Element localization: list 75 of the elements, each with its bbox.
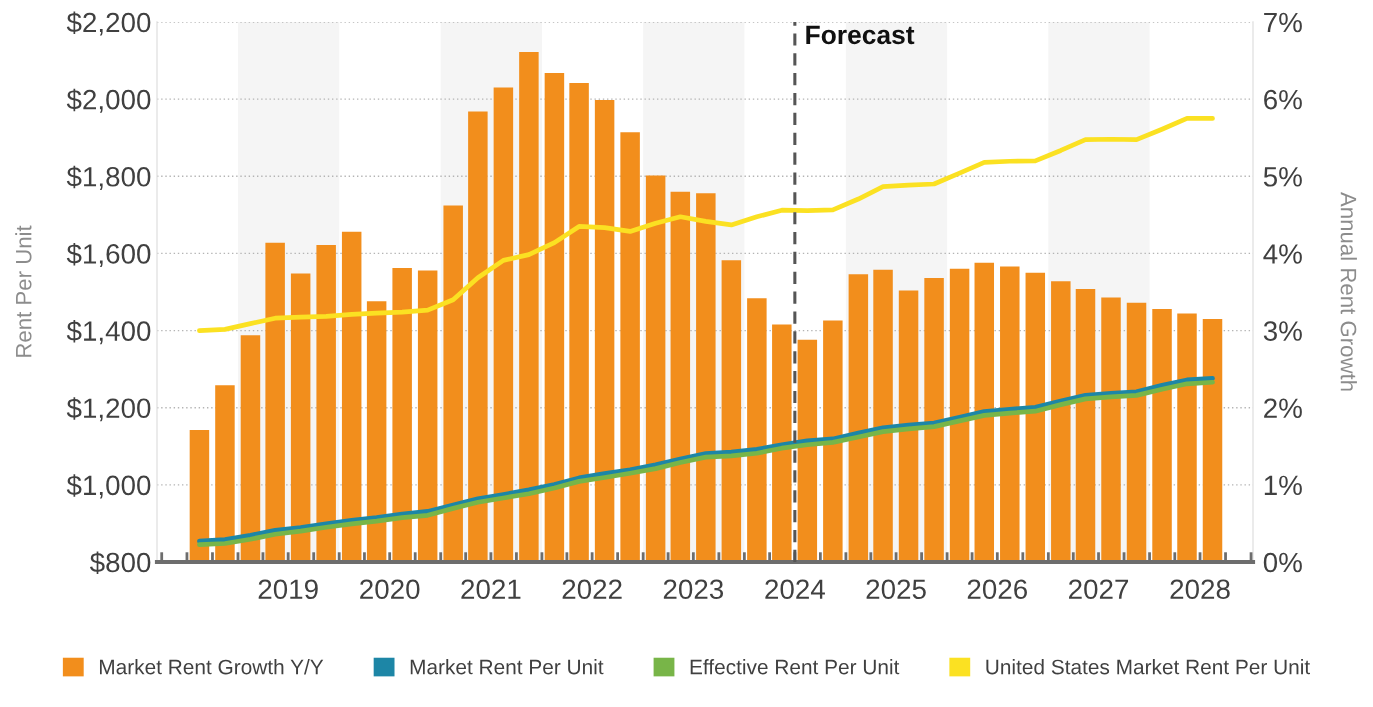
bar [417, 270, 438, 562]
y-tick-label: $1,400 [66, 320, 151, 345]
bar [848, 274, 869, 562]
legend-label: Market Rent Growth Y/Y [99, 659, 324, 675]
y2-tick-label: 0% [1263, 552, 1302, 573]
x-tick-label: 2023 [663, 579, 724, 600]
line-series [197, 116, 1215, 333]
x-tick-label: 2019 [258, 579, 318, 600]
bar [696, 193, 716, 562]
y2-tick-label: 1% [1264, 475, 1302, 496]
y2-tick-label: 5% [1263, 167, 1302, 187]
bar [1177, 313, 1197, 562]
y-tick-label: $2,000 [66, 88, 151, 113]
bar [215, 385, 235, 562]
bar [366, 301, 387, 562]
bar [316, 244, 336, 562]
bar [189, 430, 210, 562]
y-tick-label: $2,200 [66, 11, 151, 36]
y2-tick-label: 4% [1263, 244, 1302, 264]
y-axis-title: Rent Per Unit [15, 225, 32, 357]
bar [493, 87, 514, 562]
bar [1000, 266, 1020, 562]
bar [670, 191, 691, 562]
y-tick-label: $1,000 [66, 474, 151, 499]
bar [898, 290, 919, 562]
bar [924, 278, 944, 562]
y-tick-label: $800 [89, 551, 151, 574]
bar [443, 205, 463, 562]
bar [468, 111, 488, 562]
x-tick-label: 2026 [967, 579, 1027, 600]
bar [341, 231, 362, 562]
bar [620, 132, 640, 562]
x-tick-label: 2024 [765, 579, 825, 600]
bar [594, 99, 615, 562]
bar [1051, 281, 1071, 562]
bar [544, 72, 565, 562]
bar [873, 269, 893, 562]
bar [823, 320, 843, 562]
bar [974, 262, 995, 562]
ref-line-label: Forecast [806, 25, 915, 45]
y2-tick-label: 7% [1264, 12, 1302, 33]
legend-label: Effective Rent Per Unit [690, 659, 900, 675]
y-tick-label: $1,800 [66, 165, 151, 190]
y2-tick-label: 3% [1263, 321, 1302, 341]
bar [569, 82, 589, 562]
bar [265, 242, 285, 562]
bar [1101, 297, 1121, 562]
bar [797, 339, 818, 562]
bar [392, 268, 412, 562]
x-tick-label: 2028 [1170, 579, 1230, 600]
y-tick-label: $1,200 [66, 397, 151, 422]
bar [290, 273, 311, 562]
x-tick-label: 2021 [461, 579, 521, 600]
bar [519, 52, 539, 562]
y2-tick-label: 2% [1264, 398, 1302, 418]
bar [240, 335, 261, 562]
bar [772, 324, 792, 562]
x-tick-label: 2020 [360, 579, 420, 600]
y2-tick-label: 6% [1264, 89, 1302, 110]
y2-axis-title: Annual Rent Growth [1340, 192, 1357, 391]
bar [1075, 288, 1096, 562]
bar [747, 298, 767, 562]
legend-label: United States Market Rent Per Unit [986, 659, 1310, 675]
bar [1126, 302, 1147, 562]
x-tick-label: 2027 [1069, 579, 1129, 600]
bar [949, 268, 970, 562]
x-tick-label: 2025 [866, 579, 926, 600]
bar [721, 260, 742, 562]
bar [1152, 308, 1172, 562]
x-tick-label: 2022 [562, 579, 622, 600]
bar [1202, 319, 1223, 562]
bar [1025, 272, 1046, 562]
bar [645, 175, 666, 562]
y-tick-label: $1,600 [66, 242, 151, 268]
legend-label: Market Rent Per Unit [410, 659, 604, 675]
